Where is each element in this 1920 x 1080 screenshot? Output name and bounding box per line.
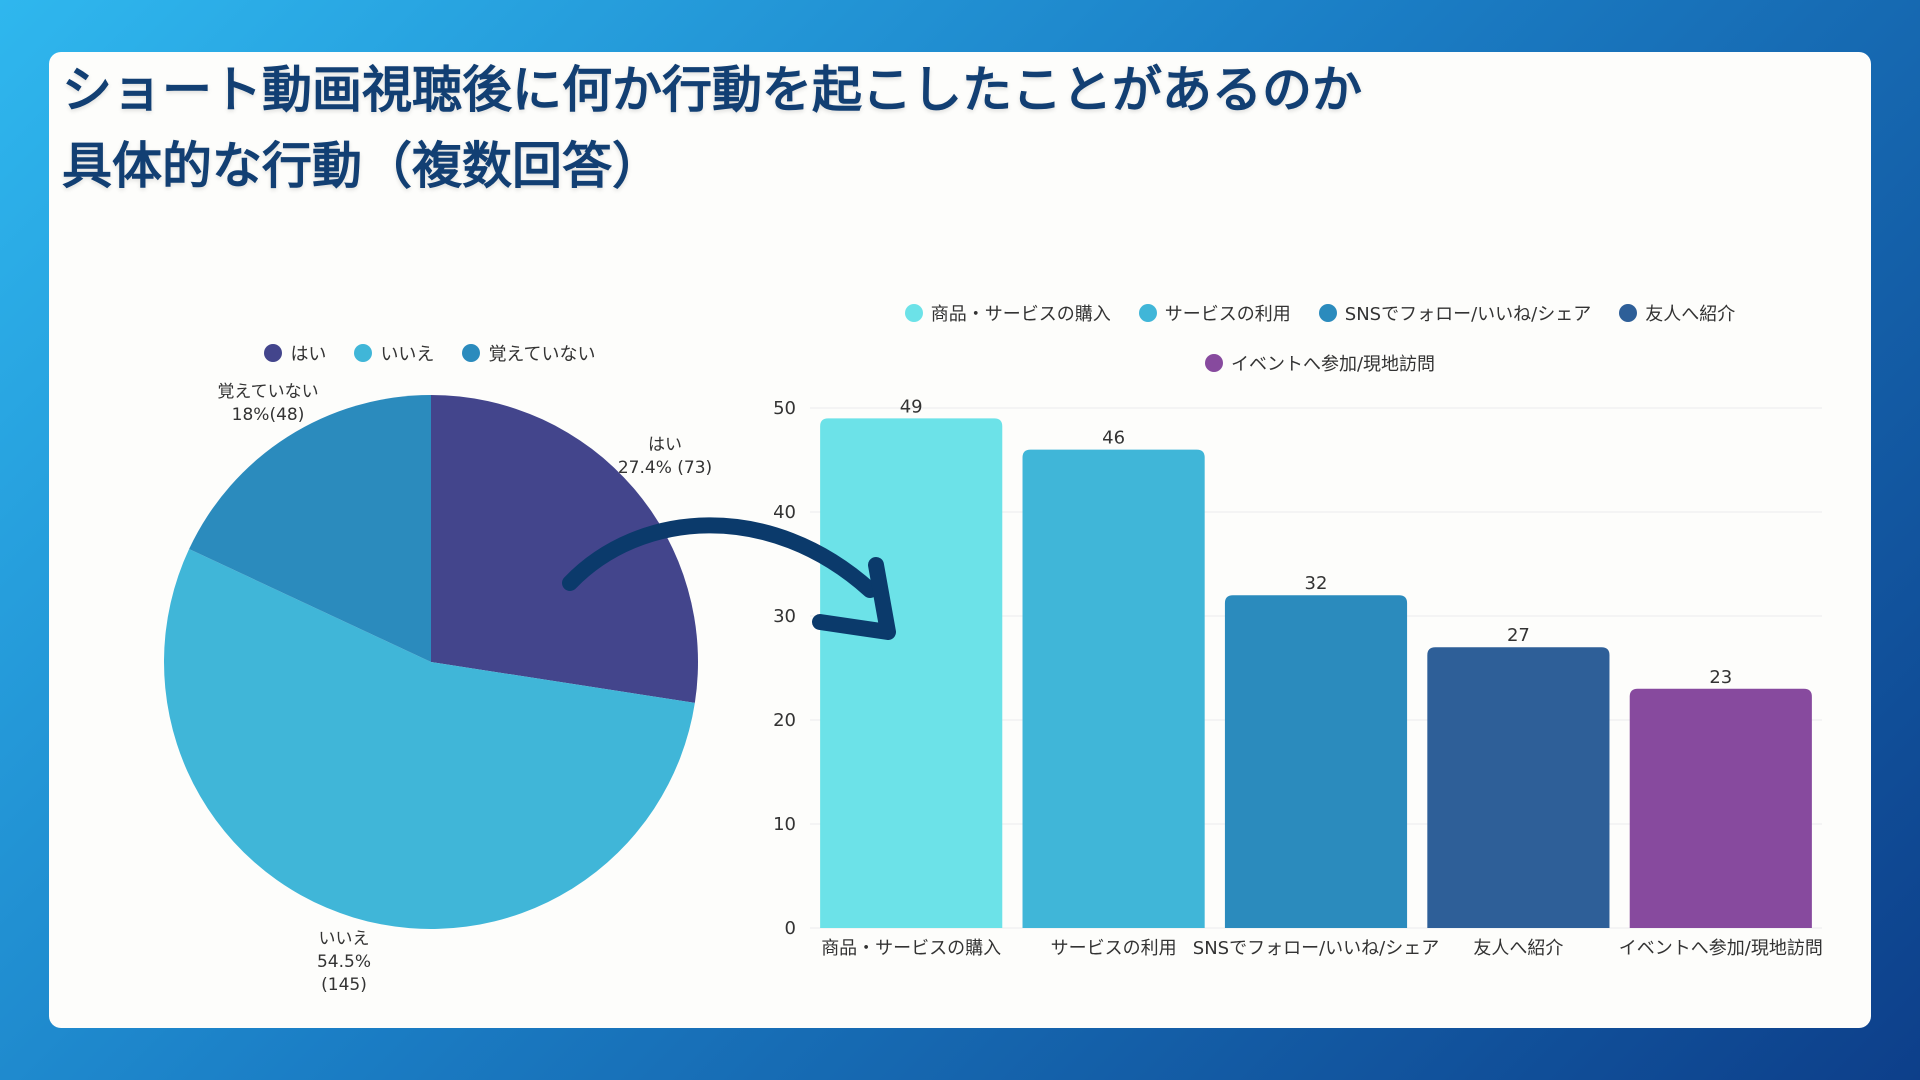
bar-chart: 0 10 20 30 40 50 49 商品・サービスの購入 46 サービスの利用 32 SNSでフォ…	[773, 396, 1823, 959]
legend-swatch-icon	[462, 344, 481, 362]
pie-data-label: 27.4% (73)	[618, 458, 712, 478]
pie-legend-entry: いいえ	[354, 340, 434, 366]
pie-slice	[189, 395, 431, 662]
pie-slice	[431, 395, 698, 703]
bar-value-label: 23	[1709, 667, 1732, 688]
x-tick-label: サービスの利用	[1051, 938, 1177, 959]
pie-slice	[164, 549, 695, 929]
bar-legend-label: イベントへ参加/現地訪問	[1230, 354, 1436, 375]
x-tick-label: イベントへ参加/現地訪問	[1619, 938, 1823, 959]
pie-data-label: (145)	[321, 975, 367, 995]
y-tick-label: 20	[773, 710, 796, 731]
pie-data-label: いいえ	[319, 929, 370, 949]
x-tick-label: SNSでフォロー/いいね/シェア	[1193, 938, 1439, 959]
bar-legend-entry: 友人へ紹介	[1619, 300, 1735, 326]
bar-legend-label: 友人へ紹介	[1645, 304, 1736, 325]
legend-swatch-icon	[904, 304, 923, 322]
bar	[1629, 688, 1812, 928]
bar	[1427, 647, 1610, 928]
y-tick-label: 10	[773, 814, 796, 835]
page-title: ショート動画視聴後に何か行動を起こしたことがあるのか 具体的な行動（複数回答）	[62, 52, 1362, 204]
title-line-2: 具体的な行動（複数回答）	[62, 137, 662, 195]
bar	[1022, 449, 1205, 928]
bar-value-label: 46	[1102, 428, 1125, 449]
pie-legend: はい いいえ 覚えていない	[180, 340, 680, 366]
pie-data-label: はい	[648, 435, 682, 455]
bar-value-label: 32	[1305, 573, 1328, 594]
bar-legend-entry: イベントへ参加/現地訪問	[1204, 350, 1436, 376]
bar-legend-entry: SNSでフォロー/いいね/シェア	[1318, 300, 1592, 326]
bar-legend-label: 商品・サービスの購入	[930, 304, 1111, 325]
bar-legend-entry: サービスの利用	[1138, 300, 1291, 326]
legend-swatch-icon	[1138, 304, 1157, 322]
bar	[1224, 595, 1408, 928]
pie-data-label: 覚えていない	[217, 382, 318, 402]
arrow-shaft	[562, 517, 878, 598]
pie-legend-label: いいえ	[380, 344, 435, 365]
y-tick-label: 50	[773, 398, 796, 419]
legend-swatch-icon	[1204, 354, 1223, 372]
pie-data-label: 18%(48)	[232, 405, 305, 425]
arrow-head-icon	[812, 557, 896, 640]
bar-value-label: 49	[900, 396, 923, 417]
y-tick-label: 30	[773, 606, 796, 627]
y-tick-label: 40	[773, 502, 796, 523]
legend-swatch-icon	[264, 344, 283, 362]
pie-legend-label: 覚えていない	[488, 344, 596, 365]
legend-swatch-icon	[354, 344, 373, 362]
y-tick-label: 0	[785, 918, 796, 939]
bar-legend-label: サービスの利用	[1164, 304, 1291, 325]
legend-swatch-icon	[1318, 304, 1337, 322]
bar	[820, 418, 1003, 928]
legend-swatch-icon	[1619, 304, 1638, 322]
x-tick-label: 友人へ紹介	[1473, 938, 1563, 959]
pie-legend-label: はい	[290, 344, 327, 365]
pie-data-label: 54.5%	[317, 952, 371, 972]
bar-legend-label: SNSでフォロー/いいね/シェア	[1344, 304, 1592, 325]
bar-value-label: 27	[1507, 625, 1530, 646]
bar-legend-entry: 商品・サービスの購入	[904, 300, 1111, 326]
arrow-graphic	[562, 517, 896, 640]
pie-legend-entry: はい	[264, 340, 326, 366]
pie-legend-entry: 覚えていない	[462, 340, 596, 366]
bar-legend: 商品・サービスの購入 サービスの利用 SNSでフォロー/いいね/シェア 友人へ紹介イベ…	[820, 300, 1820, 376]
x-tick-label: 商品・サービスの購入	[821, 938, 1001, 959]
title-line-1: ショート動画視聴後に何か行動を起こしたことがあるのか	[62, 61, 1362, 119]
pie-chart: はい 27.4% (73) いいえ 54.5% (145) 覚えていない 18%(48)	[164, 382, 712, 995]
